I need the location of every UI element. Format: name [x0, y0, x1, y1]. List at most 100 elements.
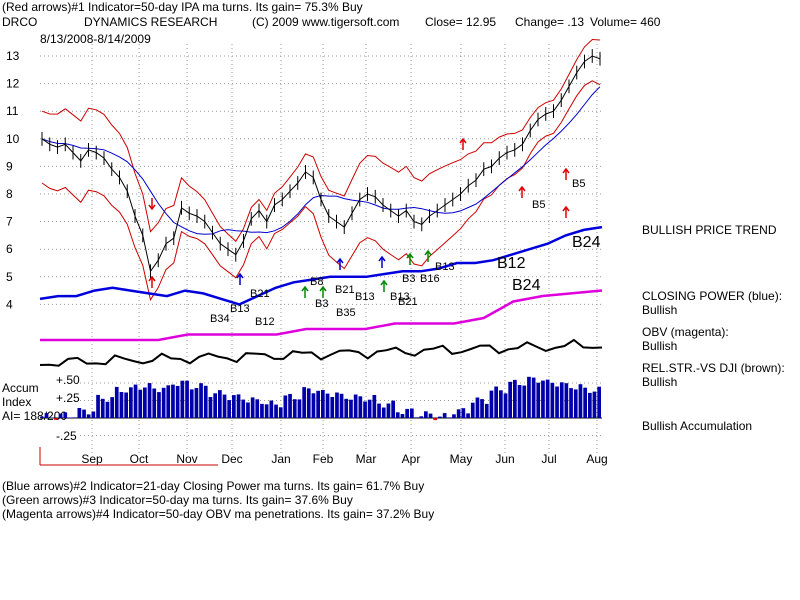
accum-bar: [381, 407, 386, 418]
accum-title: Accum: [2, 381, 39, 395]
close-label: Close=: [425, 15, 463, 29]
accum-bar: [522, 385, 527, 418]
signal-label: B21: [250, 288, 270, 300]
accum-bar: [269, 400, 274, 418]
accum-bar: [564, 383, 569, 418]
accum-bar: [344, 398, 349, 418]
y-tick-label: 7: [6, 215, 13, 229]
accum-bar: [199, 383, 203, 418]
accum-bar: [367, 399, 372, 418]
accum-bar: [72, 417, 77, 418]
accum-bar: [419, 416, 424, 418]
signal-label: B13: [355, 291, 375, 303]
accum-bar: [246, 402, 250, 418]
accum-bar: [400, 414, 405, 418]
x-tick-label: May: [450, 452, 473, 466]
accum-bar: [395, 412, 400, 418]
footer-green-arrows: (Green arrows)#3 Indicator=50-day ma tur…: [2, 493, 353, 507]
y-tick-label: 4: [6, 297, 13, 311]
price-line: [41, 55, 601, 273]
accum-bar: [208, 397, 213, 418]
signal-arrowhead: [148, 275, 156, 282]
accum-bar: [100, 398, 105, 418]
accum-bar: [274, 404, 278, 418]
signal-arrowhead: [319, 285, 327, 292]
accum-bar: [138, 389, 143, 418]
ticker-symbol: DRCO: [2, 15, 38, 29]
ai-value: AI= 188/200: [2, 409, 68, 423]
accum-bar: [358, 396, 363, 418]
accum-bar: [82, 409, 86, 418]
signal-arrowhead: [459, 137, 467, 144]
accum-bar: [499, 390, 503, 418]
change-value: .13: [567, 15, 585, 29]
y-tick-label: 13: [6, 49, 20, 63]
signal-label: B13: [390, 291, 410, 303]
accum-bar: [405, 408, 409, 418]
signal-label: B5: [532, 199, 545, 211]
accum-bar: [133, 384, 138, 418]
accum-bar: [255, 399, 260, 418]
accum-bar: [503, 393, 508, 418]
accum-bar: [335, 392, 339, 418]
x-tick-label: Aug: [586, 452, 607, 466]
accum-bar: [236, 394, 241, 418]
accum-bar: [222, 394, 227, 418]
accum-bar: [475, 397, 480, 418]
copyright: (C) 2009 www.tigersoft.com: [252, 15, 400, 29]
accum-bar: [175, 385, 180, 418]
accum-bar: [147, 383, 152, 418]
signal-arrowhead: [236, 272, 244, 279]
accum-bar: [456, 409, 461, 418]
accum-bar: [203, 385, 208, 418]
accum-bar: [166, 385, 171, 418]
accum-bar: [105, 401, 110, 418]
accum-bar: [550, 382, 555, 418]
x-tick-label: Apr: [402, 452, 421, 466]
accum-bar: [583, 387, 587, 418]
accum-bar: [452, 414, 456, 418]
y-tick-label: 11: [6, 104, 19, 118]
obv-label: OBV (magenta):: [642, 325, 729, 339]
accum-bar: [424, 411, 428, 418]
obv-line: [40, 289, 603, 342]
accum-bar: [531, 377, 536, 418]
accum-bar: [143, 387, 147, 418]
accum-bar: [180, 380, 185, 418]
accum-bar: [414, 417, 419, 418]
header-indicator-line: (Red arrows)#1 Indicator=50-day IPA ma t…: [2, 0, 363, 14]
signal-arrowhead: [518, 185, 526, 192]
accum-bar: [311, 393, 316, 418]
footer-blue-arrows: (Blue arrows)#2 Indicator=21-day Closing…: [2, 479, 425, 493]
close-readout: Close= 12.95: [425, 16, 496, 29]
signal-label: B34: [210, 313, 230, 325]
accum-bar: [321, 390, 325, 418]
signal-label: B35: [336, 307, 356, 319]
date-range: 8/13/2008-8/14/2009: [40, 32, 151, 46]
y-tick-label: 9: [6, 159, 13, 173]
accum-bar: [527, 376, 531, 418]
x-tick-label: Dec: [221, 452, 242, 466]
accum-bar: [292, 399, 297, 418]
accum-bar: [461, 408, 466, 418]
signal-label: B3: [402, 273, 415, 285]
accum-bar: [513, 379, 517, 418]
accum-bar: [541, 380, 545, 418]
accum-bar: [218, 390, 222, 418]
accum-bar: [171, 384, 175, 418]
accum-bar: [213, 393, 217, 418]
x-tick-label: Jul: [541, 452, 556, 466]
accum-level-25: +.25: [56, 391, 80, 405]
accum-bar: [302, 387, 306, 418]
accum-bar: [339, 393, 344, 418]
accum-bar: [372, 395, 377, 418]
x-tick-label: Nov: [176, 452, 197, 466]
signal-arrowhead: [562, 205, 570, 212]
obv-status: Bullish: [642, 339, 678, 353]
closing-power-line: [39, 225, 603, 306]
y-tick-label: 8: [6, 187, 13, 201]
accum-bar: [54, 418, 58, 420]
accum-bar: [573, 389, 578, 418]
x-tick-label: Oct: [130, 452, 149, 466]
accum-bar: [297, 399, 302, 418]
